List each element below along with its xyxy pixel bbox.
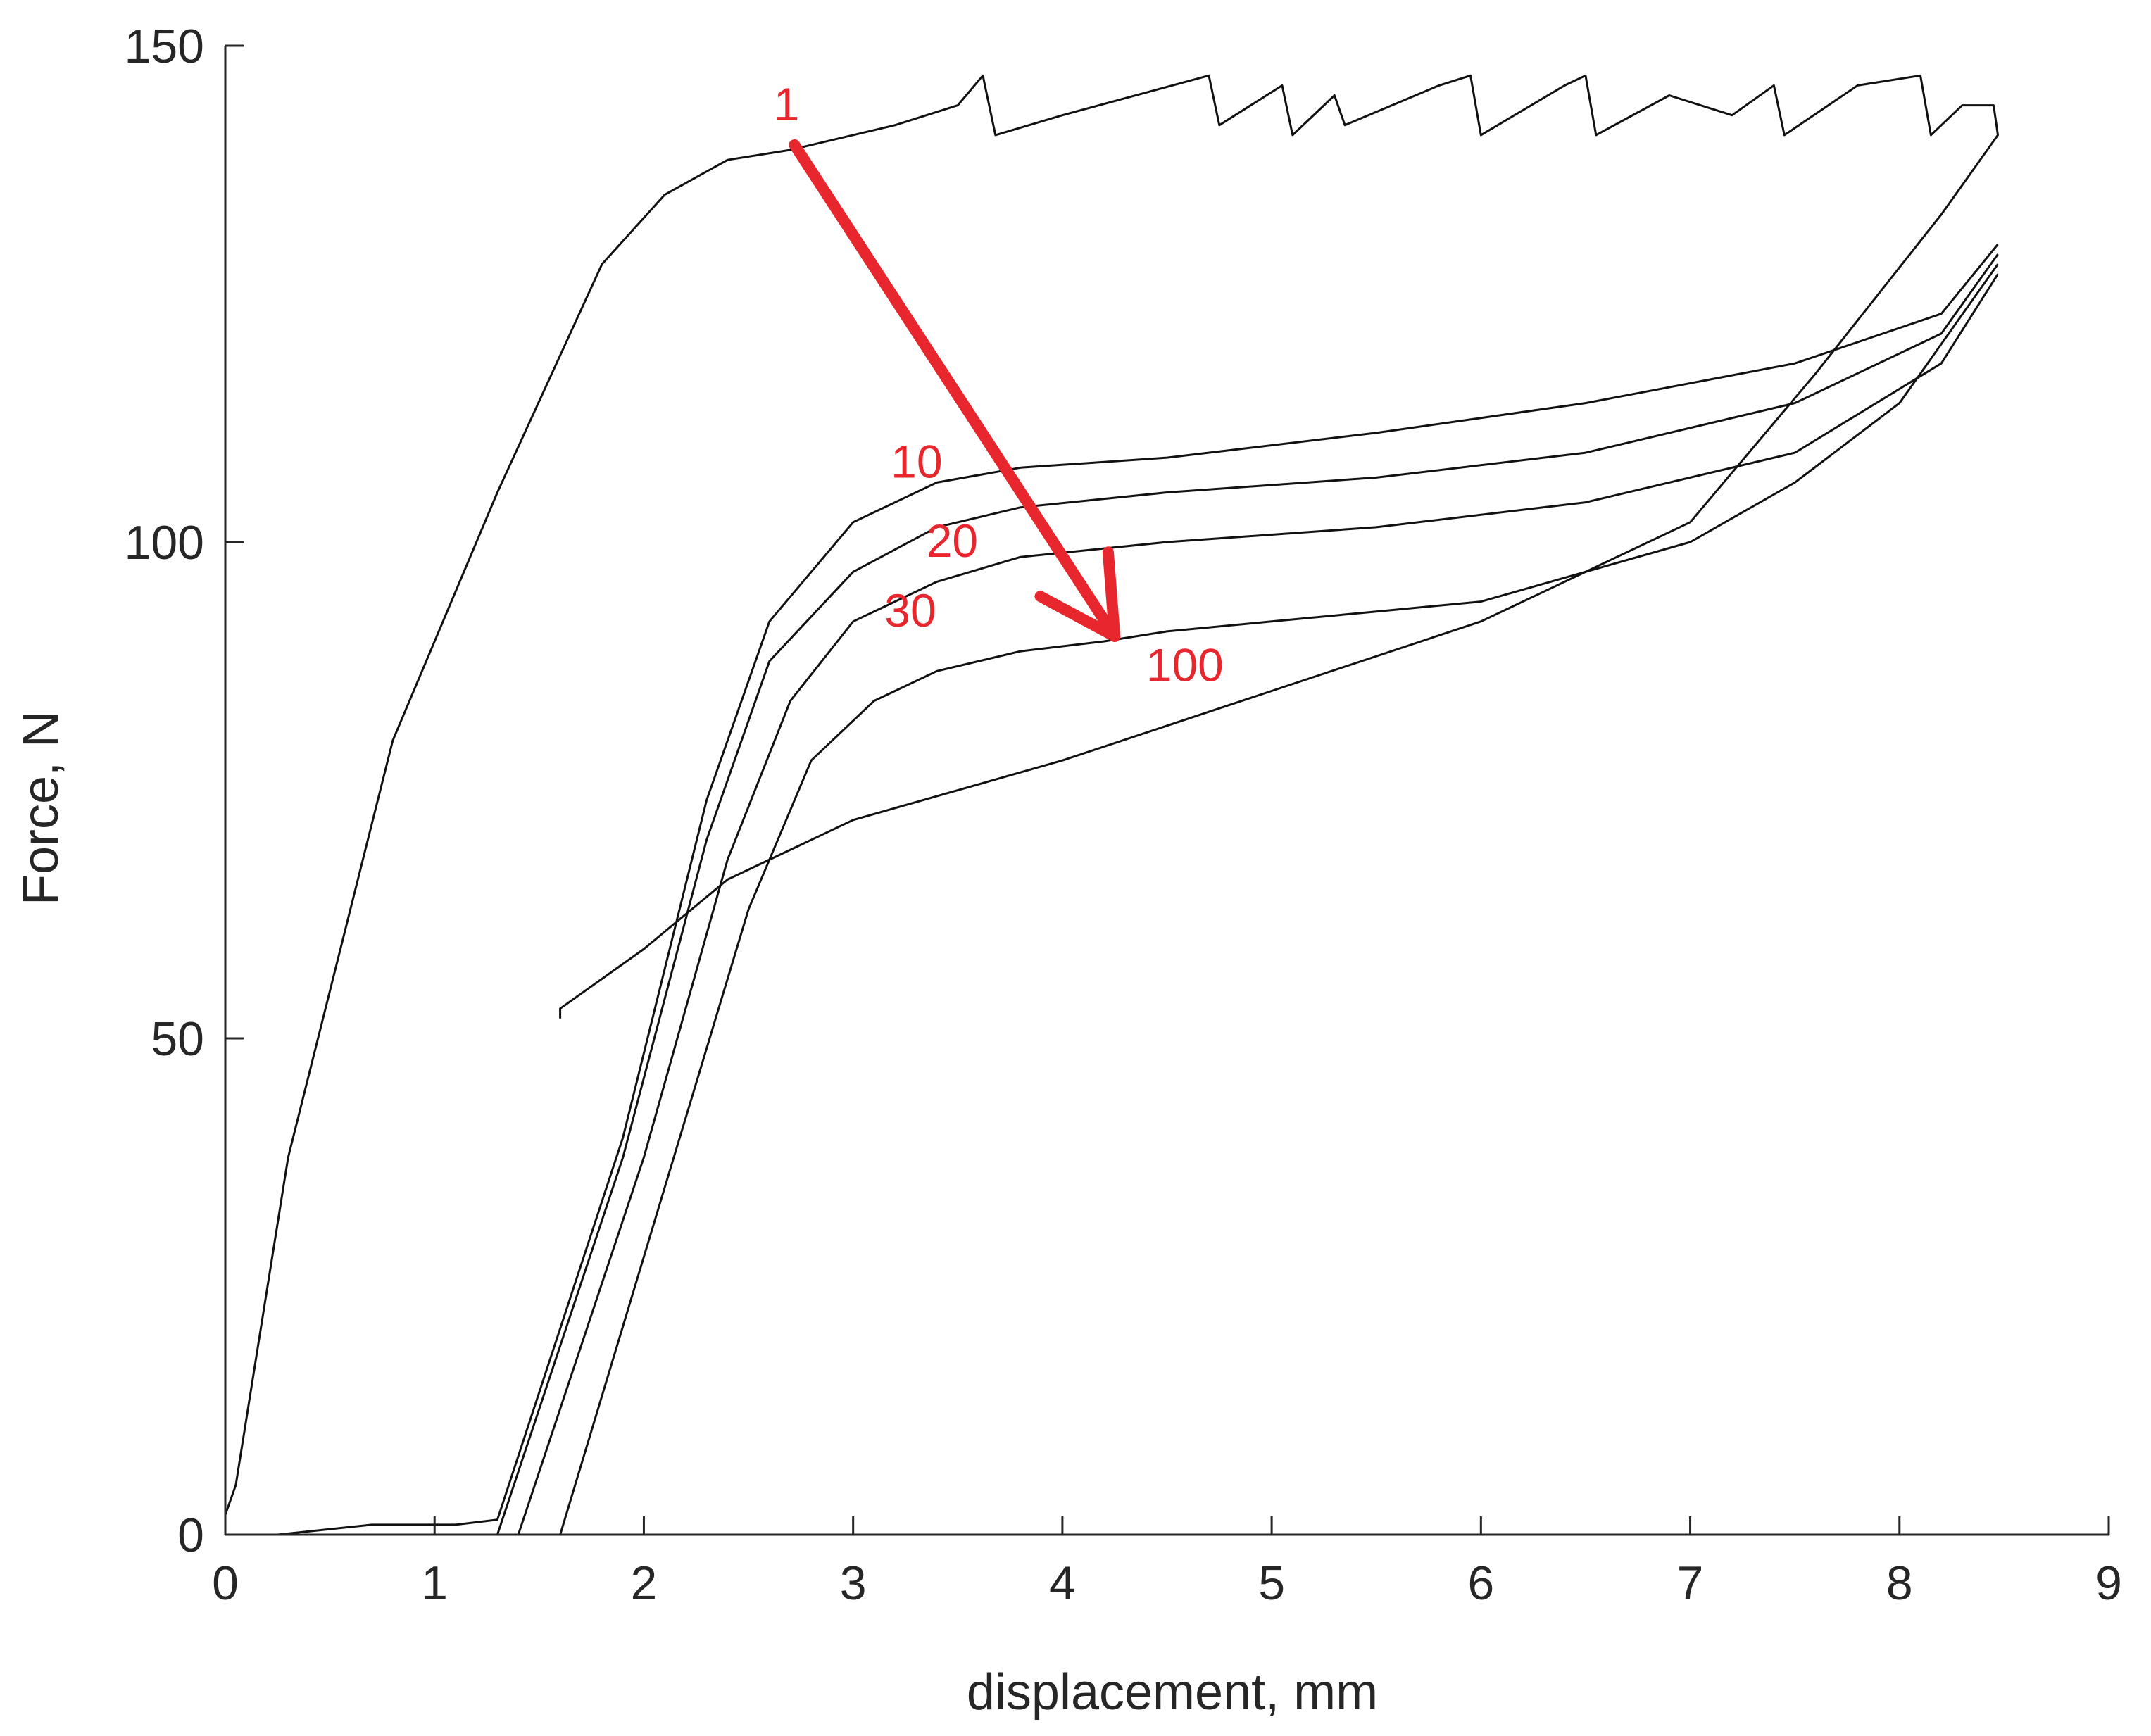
y-tick-label: 50 [151, 1012, 204, 1066]
annotation-arrow-head [1034, 546, 1121, 642]
annotations: 1 10 20 30 100 [774, 78, 1224, 691]
x-tick-label: 0 [212, 1556, 239, 1610]
annotation-label: 1 [774, 78, 800, 130]
annotation-label: 100 [1146, 639, 1224, 691]
x-tick-label: 6 [1467, 1556, 1494, 1610]
y-tick-label: 100 [125, 516, 204, 570]
series-line [224, 74, 1999, 1516]
series-line [277, 244, 1999, 1536]
x-tick-label: 9 [2095, 1556, 2122, 1610]
annotation-label: 10 [891, 435, 942, 487]
x-tick-label: 2 [631, 1556, 658, 1610]
x-tick-label: 1 [421, 1556, 448, 1610]
x-tick-label: 7 [1677, 1556, 1704, 1610]
annotation-label: 20 [927, 515, 978, 567]
series-line [496, 253, 1999, 1535]
annotation-arrow-shaft [789, 139, 1121, 642]
plot-curves [224, 74, 1999, 1536]
series-line [517, 273, 1999, 1535]
x-tick-label: 8 [1886, 1556, 1913, 1610]
series-line [559, 263, 1999, 1535]
x-tick-label: 5 [1258, 1556, 1285, 1610]
x-tick-label: 4 [1049, 1556, 1076, 1610]
x-axis-label: displacement, mm [967, 1664, 1378, 1721]
y-tick-label: 0 [177, 1509, 204, 1562]
axes: 0 1 2 3 4 5 6 7 8 9 0 50 100 150 [125, 20, 2122, 1610]
y-axis-label: Force, N [13, 711, 69, 905]
annotation-label: 30 [884, 584, 936, 636]
y-tick-label: 150 [125, 20, 204, 73]
x-tick-label: 3 [840, 1556, 867, 1610]
